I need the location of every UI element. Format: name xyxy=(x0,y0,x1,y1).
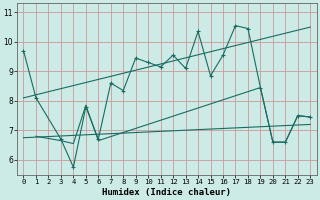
X-axis label: Humidex (Indice chaleur): Humidex (Indice chaleur) xyxy=(102,188,231,197)
